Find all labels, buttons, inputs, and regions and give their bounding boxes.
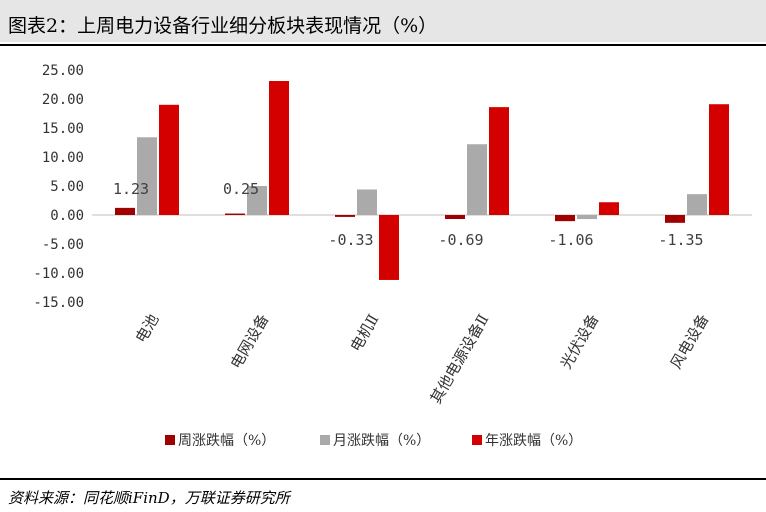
y-tick-label: -15.00	[33, 295, 84, 311]
x-category-label: 电网设备	[227, 311, 273, 372]
data-label: -1.06	[548, 231, 593, 249]
bar-yearly	[379, 215, 399, 280]
x-category-label: 电池	[132, 311, 163, 346]
data-label: -0.69	[438, 231, 483, 249]
bottom-divider	[0, 478, 766, 480]
legend-label: 月涨跌幅（%）	[333, 433, 430, 449]
legend-label: 周涨跌幅（%）	[178, 433, 275, 449]
figure-title: 图表2：上周电力设备行业细分板块表现情况（%）	[8, 15, 438, 37]
legend-swatch	[472, 435, 482, 445]
data-label: -0.33	[328, 231, 373, 249]
bar-weekly	[115, 207, 135, 215]
data-label: -1.35	[658, 231, 703, 249]
y-tick-label: 5.00	[50, 179, 84, 195]
y-tick-label: 10.00	[42, 150, 84, 166]
bar-weekly	[225, 213, 245, 215]
bar-yearly	[269, 81, 289, 216]
legend-label: 年涨跌幅（%）	[485, 433, 582, 449]
legend-swatch	[165, 435, 175, 445]
data-label: 0.25	[223, 180, 259, 198]
bar-yearly	[709, 104, 729, 215]
data-label: 1.23	[113, 180, 149, 198]
bar-monthly	[137, 137, 157, 215]
bar-monthly	[577, 215, 597, 220]
bar-weekly	[555, 215, 575, 222]
source-note: 资料来源：同花顺iFinD，万联证券研究所	[8, 489, 290, 507]
title-bar: 图表2：上周电力设备行业细分板块表现情况（%）	[0, 0, 766, 42]
bar-monthly	[687, 194, 707, 215]
bar-yearly	[159, 104, 179, 215]
x-category-label: 电机Ⅱ	[347, 311, 383, 355]
legend-swatch	[320, 435, 330, 445]
x-category-label: 光伏设备	[557, 311, 603, 372]
bar-monthly	[357, 189, 377, 215]
y-tick-label: 0.00	[50, 208, 84, 224]
bar-weekly	[665, 215, 685, 223]
top-divider	[0, 44, 766, 46]
bar-monthly	[467, 144, 487, 215]
y-tick-label: -10.00	[33, 266, 84, 282]
x-category-label: 其他电源设备Ⅱ	[427, 311, 493, 407]
bar-yearly	[599, 202, 619, 215]
bar-weekly	[335, 215, 355, 217]
x-category-label: 风电设备	[667, 311, 713, 372]
bar-yearly	[489, 107, 509, 215]
y-tick-label: 25.00	[42, 63, 84, 79]
bar-monthly	[247, 186, 267, 215]
y-tick-label: 15.00	[42, 121, 84, 137]
y-tick-label: 20.00	[42, 92, 84, 108]
bar-weekly	[445, 215, 465, 220]
y-tick-label: -5.00	[42, 237, 84, 253]
